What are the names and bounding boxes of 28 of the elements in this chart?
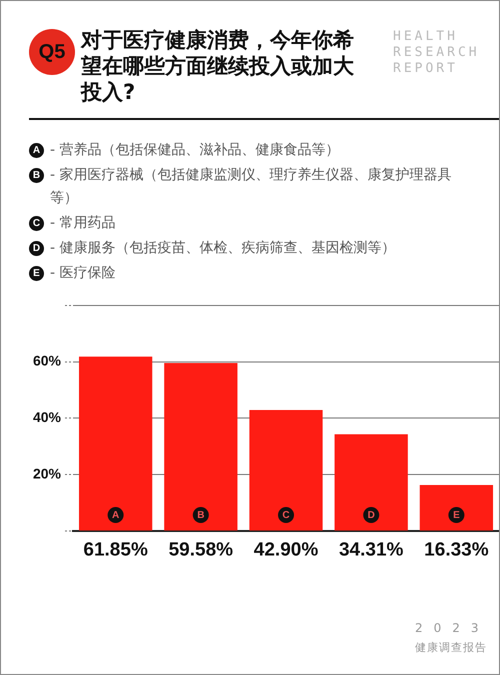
text: C - 常用药品: [32, 214, 116, 233]
y-tick-label: 60%: [32, 352, 62, 369]
text: 健康调查报告: [415, 640, 488, 656]
x-tick-label: B: [197, 510, 204, 521]
x-tick-label: C: [282, 510, 290, 521]
data-label: 16.33%: [424, 540, 489, 561]
data-label: 59.58%: [168, 540, 234, 561]
x-tick-label: D: [368, 510, 375, 521]
chart-title: 对于医疗健康消费，今年你希望在哪些方面继续投入或加大投入?: [81, 27, 355, 105]
text: B - 家用医疗器械（包括健康监测仪、理疗养生仪器、康复护理器具等）: [32, 166, 453, 208]
text: Q5: [29, 29, 75, 75]
y-tick-label: 20%: [32, 465, 62, 482]
data-label: 34.31%: [338, 540, 404, 561]
text: A - 营养品（包括保健品、滋补品、健康食品等）: [32, 141, 340, 160]
text: D - 健康服务（包括疫苗、体检、疾病筛查、基因检测等）: [32, 239, 396, 258]
bar: [164, 362, 238, 530]
bar: [78, 356, 152, 530]
x-tick-label: E: [453, 510, 460, 521]
x-tick-label: A: [112, 510, 120, 521]
bar: [249, 410, 323, 530]
data-label: 61.85%: [83, 540, 148, 561]
text: HEALTH RESEARCH REPORT: [393, 29, 480, 77]
text: 2023: [415, 620, 491, 637]
data-label: 42.90%: [254, 540, 318, 561]
y-tick-label: 40%: [32, 409, 62, 426]
bar: [420, 484, 494, 530]
bar: [334, 434, 408, 530]
text: E - 医疗保险: [32, 264, 116, 283]
